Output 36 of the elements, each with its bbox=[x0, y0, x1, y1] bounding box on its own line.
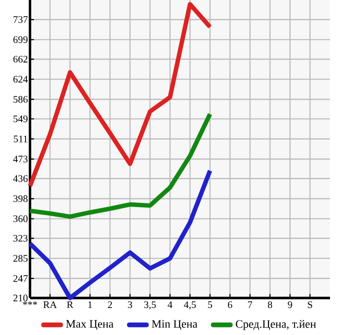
x-tick-label: 8 bbox=[268, 301, 272, 308]
y-tick-label: 473 bbox=[13, 156, 28, 162]
x-tick-label: 2 bbox=[108, 301, 112, 308]
y-tick-label: 360 bbox=[13, 215, 28, 222]
x-tick-label: S bbox=[308, 301, 312, 308]
x-tick-label: 5 bbox=[208, 301, 212, 308]
x-tick-label: 7 bbox=[248, 301, 252, 308]
y-tick-label: 699 bbox=[13, 36, 28, 43]
x-tick-label: RA bbox=[43, 301, 57, 308]
y-tick-label: 398 bbox=[13, 195, 28, 202]
y-tick-label: 323 bbox=[13, 234, 28, 242]
line-series bbox=[28, 2, 212, 188]
y-tick-label: 549 bbox=[14, 116, 28, 122]
legend-label: Min Цена bbox=[152, 320, 198, 330]
line-series bbox=[28, 168, 212, 300]
y-tick-label: 210 bbox=[13, 294, 28, 302]
y-tick-label: 247 bbox=[13, 275, 28, 282]
x-tick-label: 4 bbox=[168, 301, 172, 308]
x-tick-label: 3,5 bbox=[144, 301, 156, 310]
legend-label: Max Цена bbox=[66, 320, 114, 330]
x-tick-label: 1 bbox=[88, 301, 92, 308]
x-tick-label: 4,5 bbox=[184, 301, 196, 310]
y-tick-label: 662 bbox=[13, 56, 28, 63]
x-tick-label: 9 bbox=[288, 301, 292, 308]
y-tick-label: 624 bbox=[13, 76, 28, 83]
line-series bbox=[28, 112, 212, 219]
x-tick-label: 6 bbox=[228, 301, 232, 308]
x-tick-label: *** bbox=[22, 301, 38, 306]
y-tick-label: 511 bbox=[14, 136, 28, 142]
legend-label: Сред.Цена, т.йен bbox=[236, 320, 316, 330]
y-tick-label: 285 bbox=[13, 255, 28, 262]
y-tick-label: 586 bbox=[14, 96, 28, 103]
y-tick-label: 737 bbox=[14, 16, 28, 23]
x-tick-label: 3 bbox=[128, 301, 132, 308]
x-tick-label: R bbox=[66, 301, 74, 308]
y-tick-label: 436 bbox=[13, 175, 28, 182]
